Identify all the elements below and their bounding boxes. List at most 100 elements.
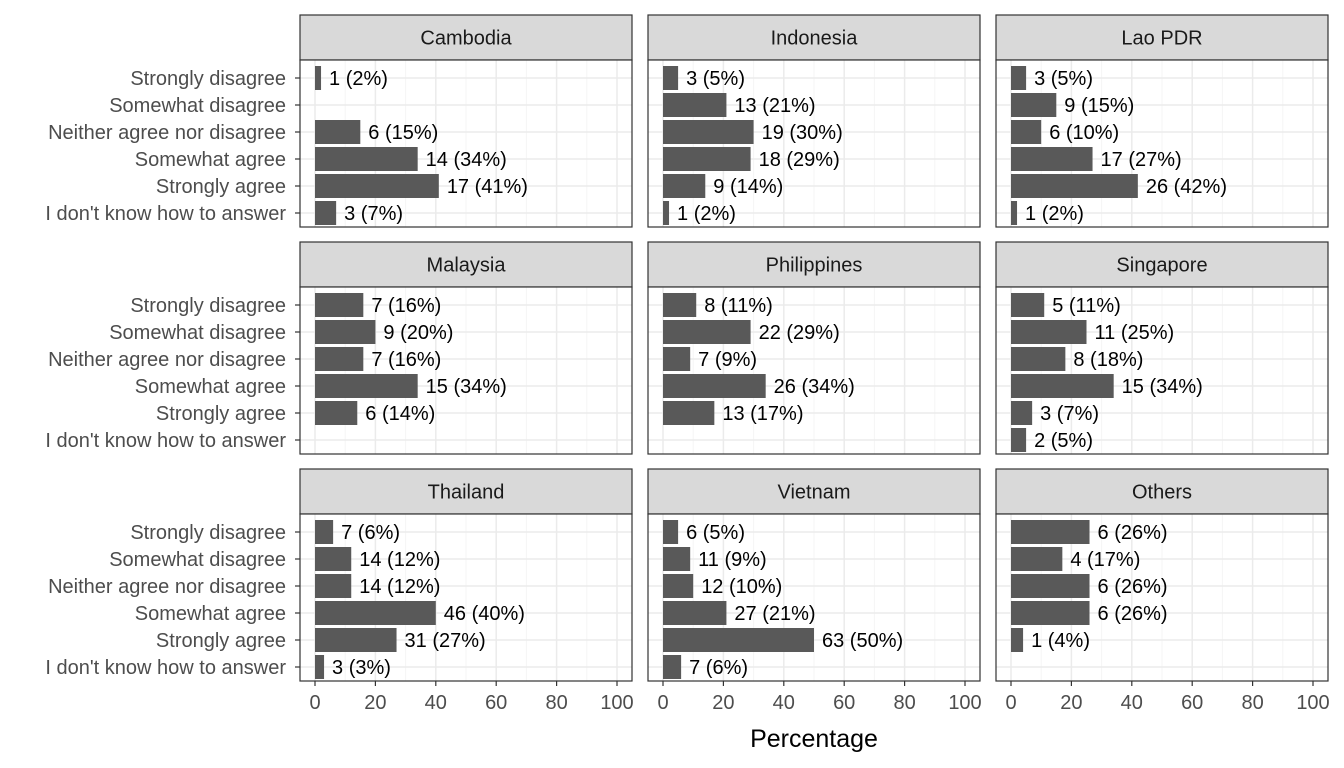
category-label: Strongly disagree (130, 522, 286, 544)
data-label: 13 (21%) (734, 95, 815, 117)
x-axis-title: Percentage (750, 725, 878, 753)
facet-title: Vietnam (777, 482, 850, 504)
bar (315, 147, 418, 171)
bar (315, 374, 418, 398)
panel-border (995, 513, 1329, 682)
data-label: 1 (4%) (1031, 630, 1090, 652)
data-label: 22 (29%) (759, 322, 840, 344)
category-label: Neither agree nor disagree (48, 349, 286, 371)
facet-panel: Vietnam 6 (5%) 11 (9%) 12 (10%) 27 (21%) 63 (… (647, 468, 982, 714)
facet-strip (299, 468, 633, 515)
bar (663, 401, 715, 425)
x-tick-label: 0 (1005, 692, 1016, 714)
bar (315, 574, 352, 598)
data-label: 2 (5%) (1034, 430, 1093, 452)
facet-panel: Singapore 5 (11%) 11 (25%) 8 (18%) 15 (34%) 3… (995, 241, 1329, 455)
facet-panel: Philippines 8 (11%) 22 (29%)7 (9%) 26 (34%)… (647, 241, 981, 455)
data-label: 7 (6%) (341, 522, 400, 544)
bar (663, 547, 691, 571)
facet-strip (299, 14, 633, 61)
bar (1011, 93, 1057, 117)
bar (1011, 401, 1033, 425)
bar (315, 201, 337, 225)
category-label: Neither agree nor disagree (48, 576, 286, 598)
data-label: 7 (16%) (371, 295, 441, 317)
x-tick-label: 40 (425, 692, 447, 714)
bar (1011, 174, 1138, 198)
x-tick-label: 100 (600, 692, 633, 714)
data-label: 14 (12%) (359, 549, 440, 571)
facet-title: Cambodia (420, 28, 512, 50)
bar (1011, 428, 1027, 452)
data-label: 4 (17%) (1070, 549, 1140, 571)
facet-strip (647, 14, 981, 61)
data-label: 7 (16%) (371, 349, 441, 371)
bar (315, 174, 439, 198)
panel-border (299, 513, 633, 682)
panel-border (647, 286, 981, 455)
bar (663, 93, 727, 117)
category-label: Somewhat agree (135, 603, 286, 625)
data-label: 5 (11%) (1052, 295, 1121, 317)
category-label: I don't know how to answer (45, 657, 286, 679)
category-label: Somewhat agree (135, 149, 286, 171)
x-tick-label: 60 (833, 692, 855, 714)
data-label: 6 (15%) (368, 122, 438, 144)
bar (1011, 66, 1027, 90)
data-label: 6 (26%) (1098, 603, 1168, 625)
bar (315, 401, 358, 425)
category-label: Somewhat disagree (109, 95, 286, 117)
data-label: 3 (5%) (686, 68, 745, 90)
facet-title: Singapore (1116, 255, 1207, 277)
category-label: Strongly agree (156, 630, 286, 652)
bar (663, 520, 679, 544)
bar (315, 120, 361, 144)
x-tick-label: 20 (364, 692, 386, 714)
bar (315, 347, 364, 371)
data-label: 31 (27%) (405, 630, 486, 652)
bar (315, 520, 334, 544)
data-label: 6 (10%) (1049, 122, 1119, 144)
data-label: 7 (9%) (698, 349, 757, 371)
bar (663, 293, 697, 317)
data-label: 26 (34%) (774, 376, 855, 398)
data-label: 3 (7%) (344, 203, 403, 225)
facet-title: Philippines (766, 255, 863, 277)
x-tick-label: 100 (1296, 692, 1329, 714)
bar (1011, 374, 1114, 398)
data-label: 14 (12%) (359, 576, 440, 598)
facet-strip (995, 14, 1329, 61)
bar (1011, 601, 1090, 625)
x-tick-label: 60 (485, 692, 507, 714)
data-label: 18 (29%) (759, 149, 840, 171)
facet-strip (299, 241, 633, 288)
data-label: 63 (50%) (822, 630, 903, 652)
data-label: 1 (2%) (329, 68, 388, 90)
data-label: 8 (11%) (704, 295, 773, 317)
data-label: 17 (27%) (1101, 149, 1182, 171)
data-label: 6 (26%) (1098, 576, 1168, 598)
bar (1011, 547, 1063, 571)
data-label: 26 (42%) (1146, 176, 1227, 198)
data-label: 46 (40%) (444, 603, 525, 625)
bar (315, 628, 397, 652)
x-tick-label: 80 (893, 692, 915, 714)
bar (663, 120, 754, 144)
facet-panel: Indonesia 3 (5%) 13 (21%) 19 (30%) 18 (29%) 9… (647, 14, 981, 228)
bar (315, 66, 322, 90)
data-label: 3 (3%) (332, 657, 391, 679)
facet-title: Malaysia (427, 255, 507, 277)
x-tick-label: 60 (1181, 692, 1203, 714)
data-label: 6 (14%) (365, 403, 435, 425)
facet-strip (995, 468, 1329, 515)
bar (1011, 293, 1045, 317)
bar (1011, 574, 1090, 598)
x-tick-label: 0 (657, 692, 668, 714)
x-tick-label: 100 (948, 692, 981, 714)
facet-title: Thailand (428, 482, 505, 504)
panel-border (299, 59, 633, 228)
bar (663, 320, 751, 344)
bar (1011, 147, 1093, 171)
x-tick-label: 40 (773, 692, 795, 714)
